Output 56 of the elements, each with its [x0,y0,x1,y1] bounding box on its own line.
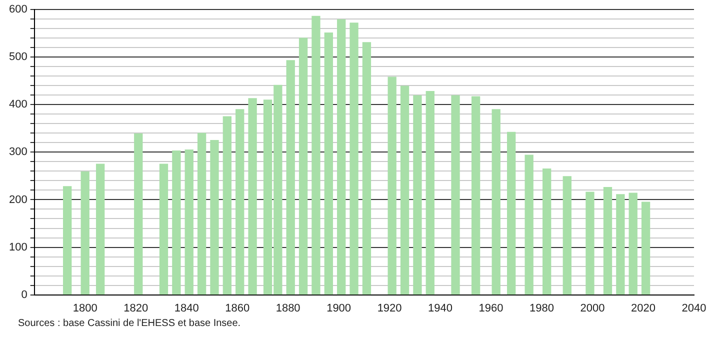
bar [197,132,206,295]
bar [542,168,552,295]
y-tick-label: 600 [8,4,28,16]
x-tick-label: 1900 [326,302,352,314]
bar [184,149,194,295]
x-tick-label: 2020 [631,302,656,314]
x-tick-label: 1980 [530,302,554,314]
bar [362,42,372,295]
x-tick-label: 1800 [72,302,98,314]
bar [210,140,219,295]
bar [63,186,72,295]
y-tick-label: 300 [8,146,28,158]
bar [134,133,143,295]
bar [507,132,516,295]
x-tick-label: 1880 [276,302,300,314]
bar [236,109,244,295]
x-tick-label: 1840 [174,302,199,314]
y-tick-label: 0 [21,288,28,301]
x-tick-label: 1860 [225,302,250,314]
bar [400,86,410,295]
bar [628,192,638,295]
x-tick-label: 2040 [682,302,706,314]
bar [388,76,396,295]
bar [222,116,232,295]
x-tick-label: 2000 [580,302,605,314]
bar [172,150,181,295]
y-tick-label: 500 [8,51,28,64]
x-tick-label: 1960 [478,302,504,314]
bar [337,19,346,295]
bar [350,22,358,295]
y-tick-label: 400 [8,98,28,111]
source-note: Sources : base Cassini de l'EHESS et base Insee. [18,318,241,329]
bar [471,96,480,295]
y-tick-label: 200 [8,194,28,206]
bar [492,109,500,295]
bar [616,194,625,295]
bar [286,60,295,295]
bar [641,202,650,295]
bar [562,176,572,295]
bar [80,171,90,295]
bar [312,16,320,295]
y-tick-label: 100 [8,241,28,254]
bar [413,95,422,295]
bar [426,91,434,295]
bar [159,164,168,295]
bar [324,32,333,295]
bar [524,154,534,295]
bar [248,98,257,295]
x-tick-label: 1820 [124,302,148,314]
bar [603,187,612,295]
x-tick-label: 1940 [428,302,453,314]
bar [586,192,594,295]
bar [298,38,308,295]
x-tick-label: 1920 [377,302,402,314]
bar [96,164,105,295]
bar [451,95,460,295]
